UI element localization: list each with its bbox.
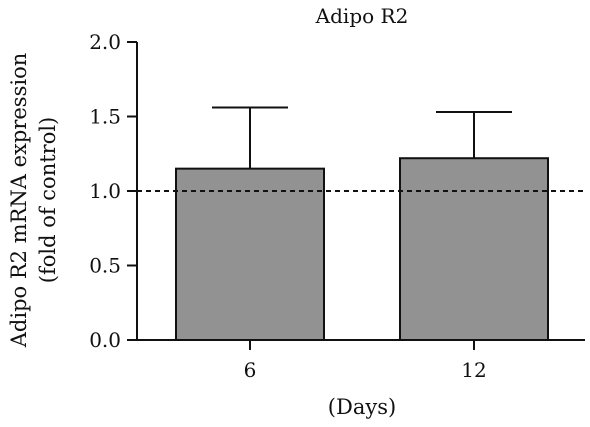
x-tick-label-12: 12: [461, 358, 486, 382]
bar-12: [399, 157, 549, 341]
y-tick-label-0.0: 0.0: [89, 328, 121, 352]
chart-title: Adipo R2: [315, 4, 409, 28]
y-tick-label-1.0: 1.0: [89, 179, 121, 203]
y-tick-label-2.0: 2.0: [89, 30, 121, 54]
plot-area: 6 12 0.0 0.5 1.0 1.5 2.0: [89, 30, 585, 382]
bar-6: [175, 167, 325, 341]
y-axis-label-line-2: (fold of control): [36, 117, 60, 284]
y-axis-label: Adipo R2 mRNA expression (fold of contro…: [7, 53, 60, 349]
y-tick-label-0.5: 0.5: [89, 254, 121, 278]
x-tick-label-6: 6: [244, 358, 257, 382]
y-tick-label-1.5: 1.5: [89, 105, 121, 129]
x-axis-label: (Days): [328, 395, 396, 419]
y-axis-label-line-1: Adipo R2 mRNA expression: [7, 53, 31, 349]
